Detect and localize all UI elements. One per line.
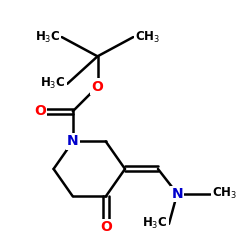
Text: H$_3$C: H$_3$C bbox=[40, 76, 66, 91]
Text: O: O bbox=[100, 220, 112, 234]
Text: N: N bbox=[67, 134, 78, 148]
Text: O: O bbox=[92, 80, 104, 94]
Text: O: O bbox=[34, 104, 46, 118]
Text: CH$_3$: CH$_3$ bbox=[134, 30, 160, 45]
Text: N: N bbox=[172, 187, 183, 201]
Text: CH$_3$: CH$_3$ bbox=[212, 186, 237, 201]
Text: H$_3$C: H$_3$C bbox=[35, 30, 60, 45]
Text: H$_3$C: H$_3$C bbox=[142, 216, 168, 232]
